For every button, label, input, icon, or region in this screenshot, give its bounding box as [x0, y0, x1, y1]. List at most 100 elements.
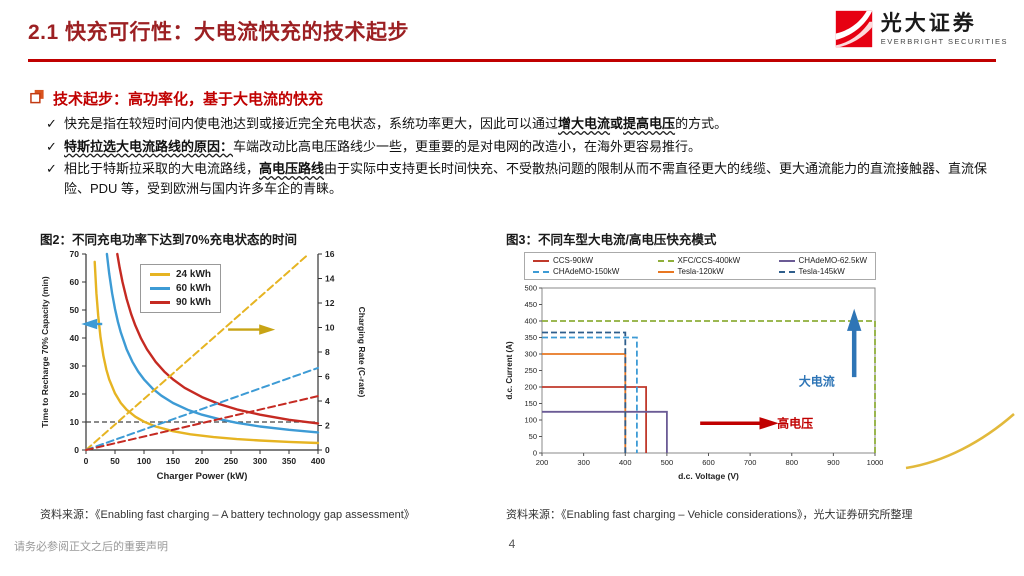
svg-text:100: 100 — [137, 456, 151, 466]
svg-text:0: 0 — [533, 449, 537, 458]
figure3-source: 资料来源：《Enabling fast charging – Vehicle c… — [506, 509, 913, 521]
legend-label: 60 kWh — [176, 283, 212, 294]
bullet-item: ✓ 相比于特斯拉采取的大电流路线，高电压路线由于实际中支持更长时间快充、不受散热问… — [46, 159, 992, 198]
bullet-text: 相比于特斯拉采取的大电流路线，高电压路线由于实际中支持更长时间快充、不受散热问题… — [64, 161, 988, 196]
svg-text:8: 8 — [325, 347, 330, 357]
svg-text:400: 400 — [524, 317, 537, 326]
svg-text:300: 300 — [253, 456, 267, 466]
svg-text:100: 100 — [524, 416, 537, 425]
figure2-legend: 24 kWh 60 kWh 90 kWh — [140, 264, 222, 313]
brand-subtitle: EVERBRIGHT SECURITIES — [880, 37, 1008, 47]
legend-item: 60 kWh — [150, 283, 211, 294]
series-Tesla-120kW — [542, 353, 627, 453]
svg-text:10: 10 — [70, 417, 80, 427]
section-bullet-icon — [30, 89, 45, 109]
legend-label: 90 kWh — [176, 297, 212, 308]
series-CHAdeMO-62.5kW — [542, 410, 668, 453]
figure3-series — [542, 320, 876, 453]
svg-text:12: 12 — [325, 298, 335, 308]
svg-text:300: 300 — [577, 458, 590, 467]
legend-item: CCS-90kW — [533, 256, 619, 265]
svg-text:高电压: 高电压 — [777, 415, 813, 430]
series-60kWh-time — [105, 252, 320, 434]
svg-text:200: 200 — [524, 383, 537, 392]
section-title: 技术起步：高功率化，基于大电流的快充 — [53, 91, 324, 108]
legend-label: CCS-90kW — [553, 256, 594, 265]
brand-logo: 光大证券 EVERBRIGHT SECURITIES — [834, 9, 1008, 49]
svg-text:d.c. Current (A): d.c. Current (A) — [505, 341, 514, 400]
svg-text:1000: 1000 — [867, 458, 884, 467]
svg-text:0: 0 — [74, 445, 79, 455]
brand-text: 光大证券 EVERBRIGHT SECURITIES — [881, 12, 1008, 46]
legend-line-sample — [533, 259, 549, 262]
series-Tesla-145kW — [542, 331, 627, 453]
svg-text:800: 800 — [785, 458, 798, 467]
svg-text:2: 2 — [325, 421, 330, 431]
figure2-plot: 0 50 100 150 200 250 300 350 4000102030405060700… — [40, 249, 367, 482]
legend-label: CHAdeMO-150kW — [553, 267, 620, 276]
title-divider — [28, 59, 996, 62]
figure2-chart: 0 50 100 150 200 250 300 350 400 0 10 20 30 40 50 60 70 0… — [36, 246, 367, 486]
svg-text:700: 700 — [744, 458, 757, 467]
series-90kWh-crate — [85, 395, 319, 451]
legend-item: XFC/CCS-400kW — [657, 256, 740, 265]
legend-item: CHAdeMO-150kW — [533, 267, 619, 276]
legend-line-sample — [150, 287, 170, 290]
figure3-plot: 200 300 400 500 600 700 800 900 1000 0 50 100 150 200… — [505, 284, 884, 482]
check-icon: ✓ — [46, 116, 57, 131]
bullet-item: ✓ 快充是指在较短时间内使电池达到或接近完全充电状态，系统功率更大，因此可以通过增… — [46, 114, 992, 134]
bullet-list: ✓ 快充是指在较短时间内使电池达到或接近完全充电状态，系统功率更大，因此可以通过增… — [46, 114, 992, 201]
everbright-logo-icon — [835, 10, 872, 48]
legend-line-sample — [150, 301, 170, 304]
legend-label: Tesla-120kW — [677, 267, 724, 276]
series-60kWh-crate — [85, 366, 319, 451]
page-title: 2.1 快充可行性：大电流快充的技术起步 — [28, 21, 410, 44]
legend-item: Tesla-120kW — [657, 267, 741, 276]
figure2-axes: 0 50 100 150 200 250 300 350 4000102030405060700… — [40, 249, 367, 482]
svg-text:Charger Power (kW): Charger Power (kW) — [157, 471, 248, 482]
check-icon: ✓ — [46, 138, 57, 154]
svg-text:500: 500 — [661, 458, 674, 467]
figure2-series — [85, 252, 320, 451]
legend-line-sample — [657, 270, 674, 273]
legend-line-sample — [778, 270, 795, 273]
page-number: 4 — [508, 537, 516, 551]
svg-text:600: 600 — [702, 458, 715, 467]
svg-text:Time to Recharge 70% Capacity: Time to Recharge 70% Capacity (min) — [40, 276, 50, 428]
svg-text:50: 50 — [529, 432, 537, 441]
svg-text:30: 30 — [70, 361, 80, 371]
svg-text:350: 350 — [524, 333, 537, 342]
series-CCS-90kW — [542, 386, 648, 453]
svg-text:40: 40 — [70, 333, 80, 343]
svg-text:大电流: 大电流 — [799, 373, 835, 388]
check-icon: ✓ — [46, 161, 57, 176]
figure3-legend: CCS-90kW XFC/CCS-400kW CHAdeMO-62.5kW CHAde… — [524, 252, 876, 280]
svg-text:200: 200 — [195, 456, 209, 466]
bullet-item: ✓ 特斯拉选大电流路线的原因：车端改动比高电压路线少一些，更重要的是对电网的改造小… — [46, 137, 992, 157]
legend-line-sample — [778, 259, 795, 262]
svg-text:200: 200 — [536, 458, 549, 467]
svg-text:50: 50 — [110, 456, 120, 466]
svg-text:500: 500 — [524, 284, 537, 293]
svg-text:400: 400 — [311, 456, 325, 466]
series-24kWh-crate — [85, 253, 310, 451]
svg-text:14: 14 — [325, 274, 335, 284]
svg-text:0: 0 — [325, 445, 330, 455]
series-24kWh-time — [93, 260, 320, 445]
svg-text:20: 20 — [70, 389, 80, 399]
brand-name: 光大证券 — [880, 11, 977, 35]
figure2-caption: 图2：不同充电功率下达到70%充电状态的时间 — [40, 233, 297, 247]
svg-text:0: 0 — [84, 456, 89, 466]
svg-text:300: 300 — [524, 350, 537, 359]
legend-line-sample — [150, 273, 170, 276]
legend-item: CHAdeMO-62.5kW — [778, 256, 867, 265]
series-XFC-CCS-400kW — [542, 320, 876, 453]
figure2-annotations — [81, 318, 276, 335]
svg-text:16: 16 — [325, 249, 335, 259]
section-header: 技术起步：高功率化，基于大电流的快充 — [30, 88, 323, 109]
legend-label: 24 kWh — [176, 269, 212, 280]
svg-text:50: 50 — [70, 305, 80, 315]
svg-text:350: 350 — [282, 456, 296, 466]
